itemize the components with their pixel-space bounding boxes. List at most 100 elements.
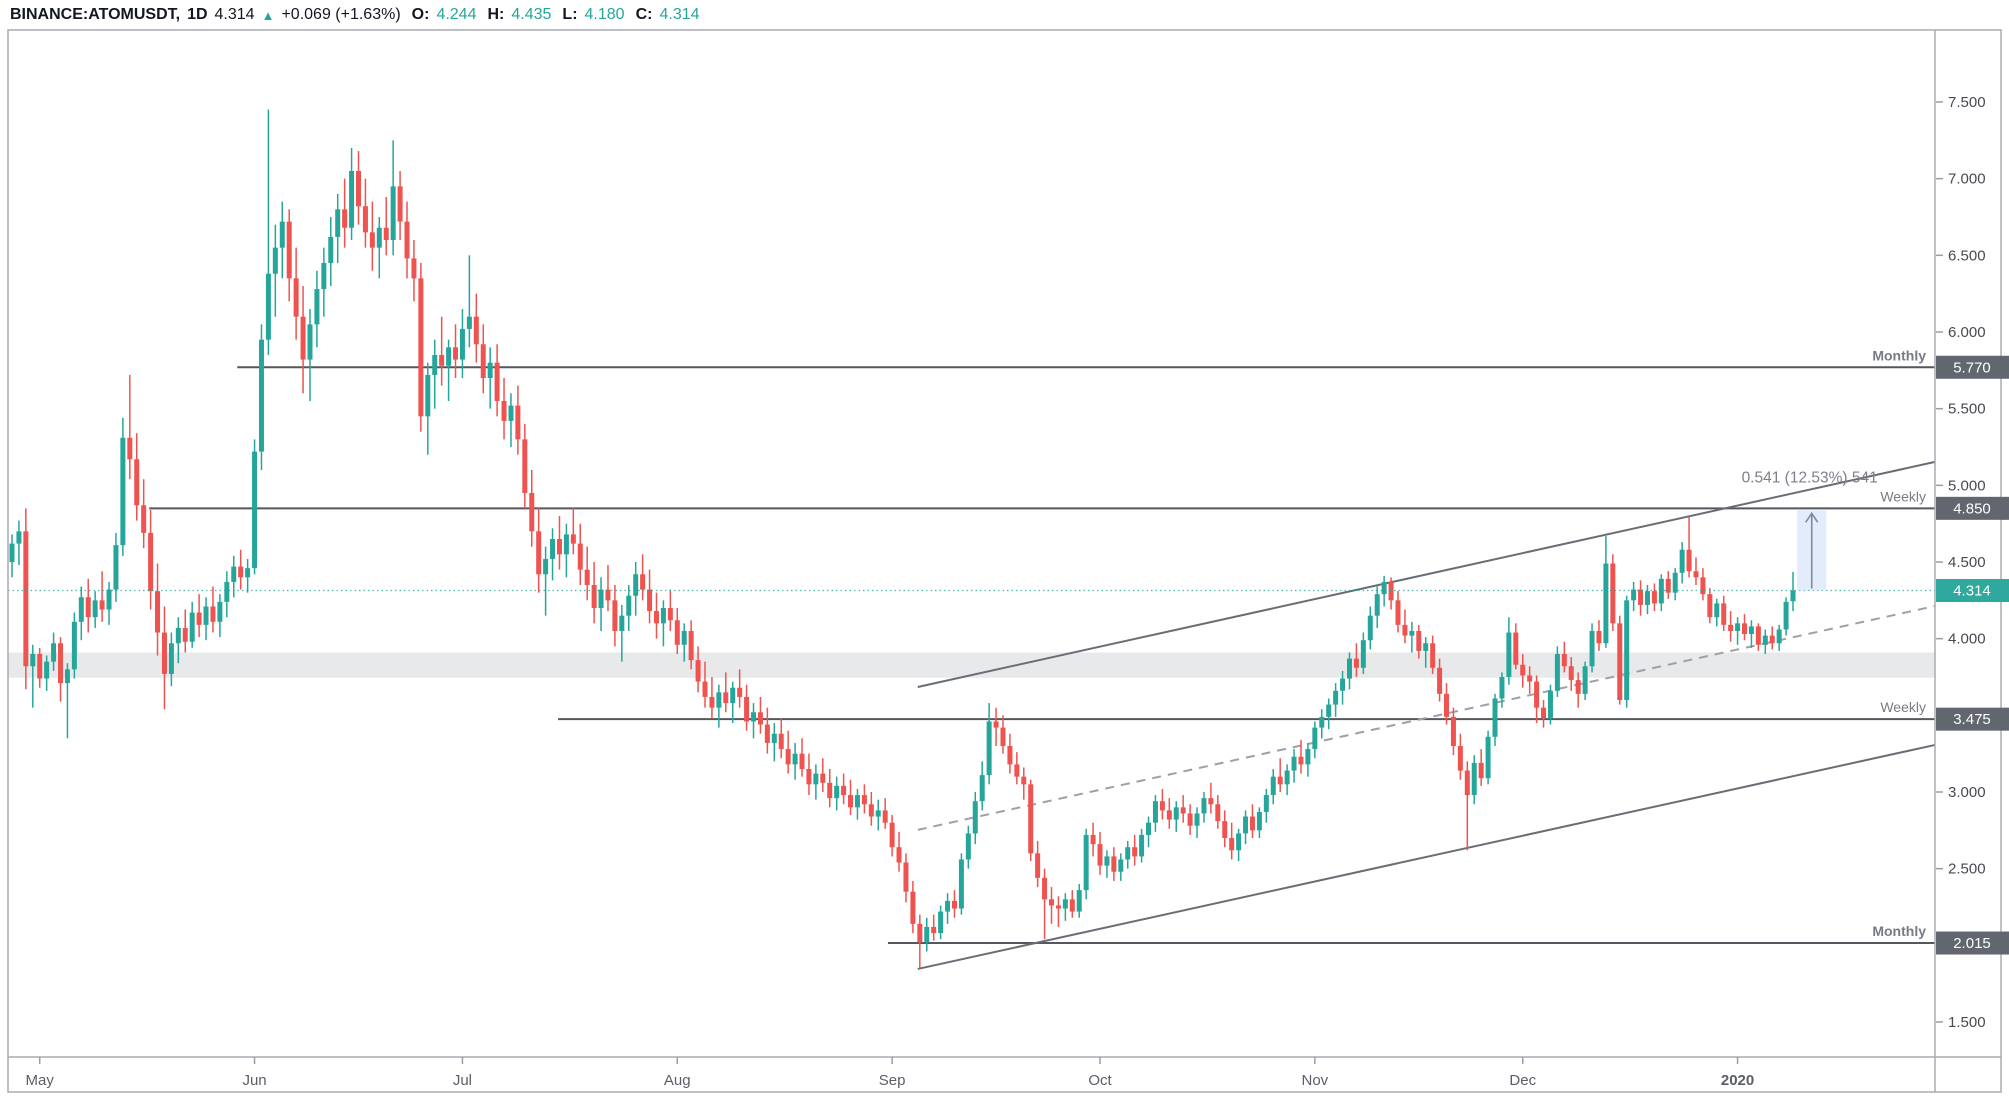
candle-up xyxy=(1714,598,1720,627)
chart-border xyxy=(7,29,2002,1093)
candle-down xyxy=(127,374,133,480)
x-tick-label: Jul xyxy=(453,1072,472,1089)
candle-down xyxy=(1450,707,1456,756)
price-axis[interactable]: 7.500 7.000 6.500 6.000 5.500 5.000 4.500 4.000… xyxy=(1936,94,1986,1031)
candle-down xyxy=(1042,868,1048,940)
candle-down xyxy=(1769,626,1775,650)
candle-down xyxy=(889,814,895,857)
candle-up xyxy=(924,917,930,952)
channel-line[interactable] xyxy=(917,743,1936,970)
candle-down xyxy=(342,178,348,248)
candle-up xyxy=(279,201,285,279)
candle-up xyxy=(1485,730,1491,785)
candle-up xyxy=(1471,755,1477,805)
pivot-level-lines[interactable]: Monthly Weekly Weekly Monthly xyxy=(149,347,1935,945)
y-tick-label: 6.500 xyxy=(1948,247,1986,264)
candle-down xyxy=(356,151,361,225)
candle-down xyxy=(1513,623,1519,670)
fib-projection[interactable]: 0.541 (12.53%) 541 xyxy=(1742,470,1878,591)
candle-down xyxy=(577,523,583,585)
candle-down xyxy=(1430,635,1436,674)
candle-up xyxy=(813,764,819,800)
candle-up xyxy=(1326,698,1332,730)
candle-down xyxy=(1755,623,1761,651)
candle-down xyxy=(674,607,680,654)
candle-up xyxy=(120,417,126,556)
candle-up xyxy=(1263,788,1269,823)
candle-up xyxy=(550,528,556,581)
y-tick-label: 4.500 xyxy=(1948,554,1986,571)
candle-down xyxy=(806,753,812,796)
candle-up xyxy=(598,577,604,631)
candle-down xyxy=(148,509,154,610)
x-tick-label: Jun xyxy=(242,1072,266,1089)
support-zone-band xyxy=(8,652,1935,678)
candle-down xyxy=(688,620,694,670)
candle-up xyxy=(245,558,251,593)
candle-up xyxy=(30,644,36,708)
candle-up xyxy=(1790,571,1796,612)
open-label: O: xyxy=(411,6,430,23)
candle-up xyxy=(224,571,230,618)
interval-label[interactable]: 1D xyxy=(187,6,208,23)
fib-extension-label[interactable]: 0.541 (12.53%) 541 xyxy=(1742,470,1878,487)
candle-down xyxy=(667,589,673,631)
candle-up xyxy=(1333,683,1339,717)
candle-up xyxy=(64,663,70,739)
candle-down xyxy=(861,784,867,814)
candle-up xyxy=(217,594,223,638)
candle-down xyxy=(1055,896,1061,927)
candle-up xyxy=(508,393,514,447)
level-label: Weekly xyxy=(1880,488,1926,504)
time-axis[interactable]: May Jun Jul Aug Sep Oct Nov Dec 2020 xyxy=(26,1057,1755,1089)
candle-up xyxy=(1554,646,1560,697)
candle-up xyxy=(1291,749,1297,783)
candle-down xyxy=(1568,657,1574,691)
chart-frame xyxy=(7,29,2002,1093)
candle-down xyxy=(1090,822,1096,857)
candle-down xyxy=(1215,795,1221,829)
candle-down xyxy=(300,285,306,394)
candle-up xyxy=(1783,597,1789,636)
candle-up xyxy=(1360,632,1366,674)
level-badge-text: 2.015 xyxy=(1953,935,1991,952)
candle-up xyxy=(1346,652,1352,690)
candle-up xyxy=(1104,850,1110,878)
candle-down xyxy=(439,316,445,386)
candle-down xyxy=(640,554,646,601)
candle-up xyxy=(1603,535,1609,648)
candle-down xyxy=(1651,583,1657,612)
level-badge xyxy=(1936,707,2009,731)
candle-down xyxy=(1166,798,1172,829)
candle-down xyxy=(1610,554,1616,631)
candle-up xyxy=(1062,893,1068,921)
candle-up xyxy=(71,612,77,679)
candle-down xyxy=(23,508,29,690)
candle-down xyxy=(1541,699,1547,728)
candle-up xyxy=(1118,853,1124,881)
last-price-badge xyxy=(1936,579,2009,603)
candle-down xyxy=(383,197,389,256)
candle-down xyxy=(702,661,708,708)
level-label: Weekly xyxy=(1880,699,1926,715)
x-tick-label: May xyxy=(26,1072,55,1089)
candle-down xyxy=(1478,749,1484,786)
candle-up xyxy=(203,597,209,641)
plot-area[interactable] xyxy=(8,30,1935,1057)
last-price: 4.314 xyxy=(214,6,255,23)
candle-down xyxy=(1721,595,1727,631)
candle-up xyxy=(854,788,860,820)
candle-down xyxy=(1534,675,1540,723)
candle-down xyxy=(210,586,216,633)
candle-down xyxy=(1208,782,1214,814)
candle-up xyxy=(258,324,264,470)
candle-up xyxy=(265,109,271,355)
candle-down xyxy=(695,646,701,693)
candle-up xyxy=(965,825,971,869)
symbol-name[interactable]: BINANCE:ATOMUSDT, xyxy=(10,6,181,23)
channel-line[interactable] xyxy=(917,460,1936,688)
candle-down xyxy=(515,385,521,455)
candle-up xyxy=(1776,624,1782,651)
